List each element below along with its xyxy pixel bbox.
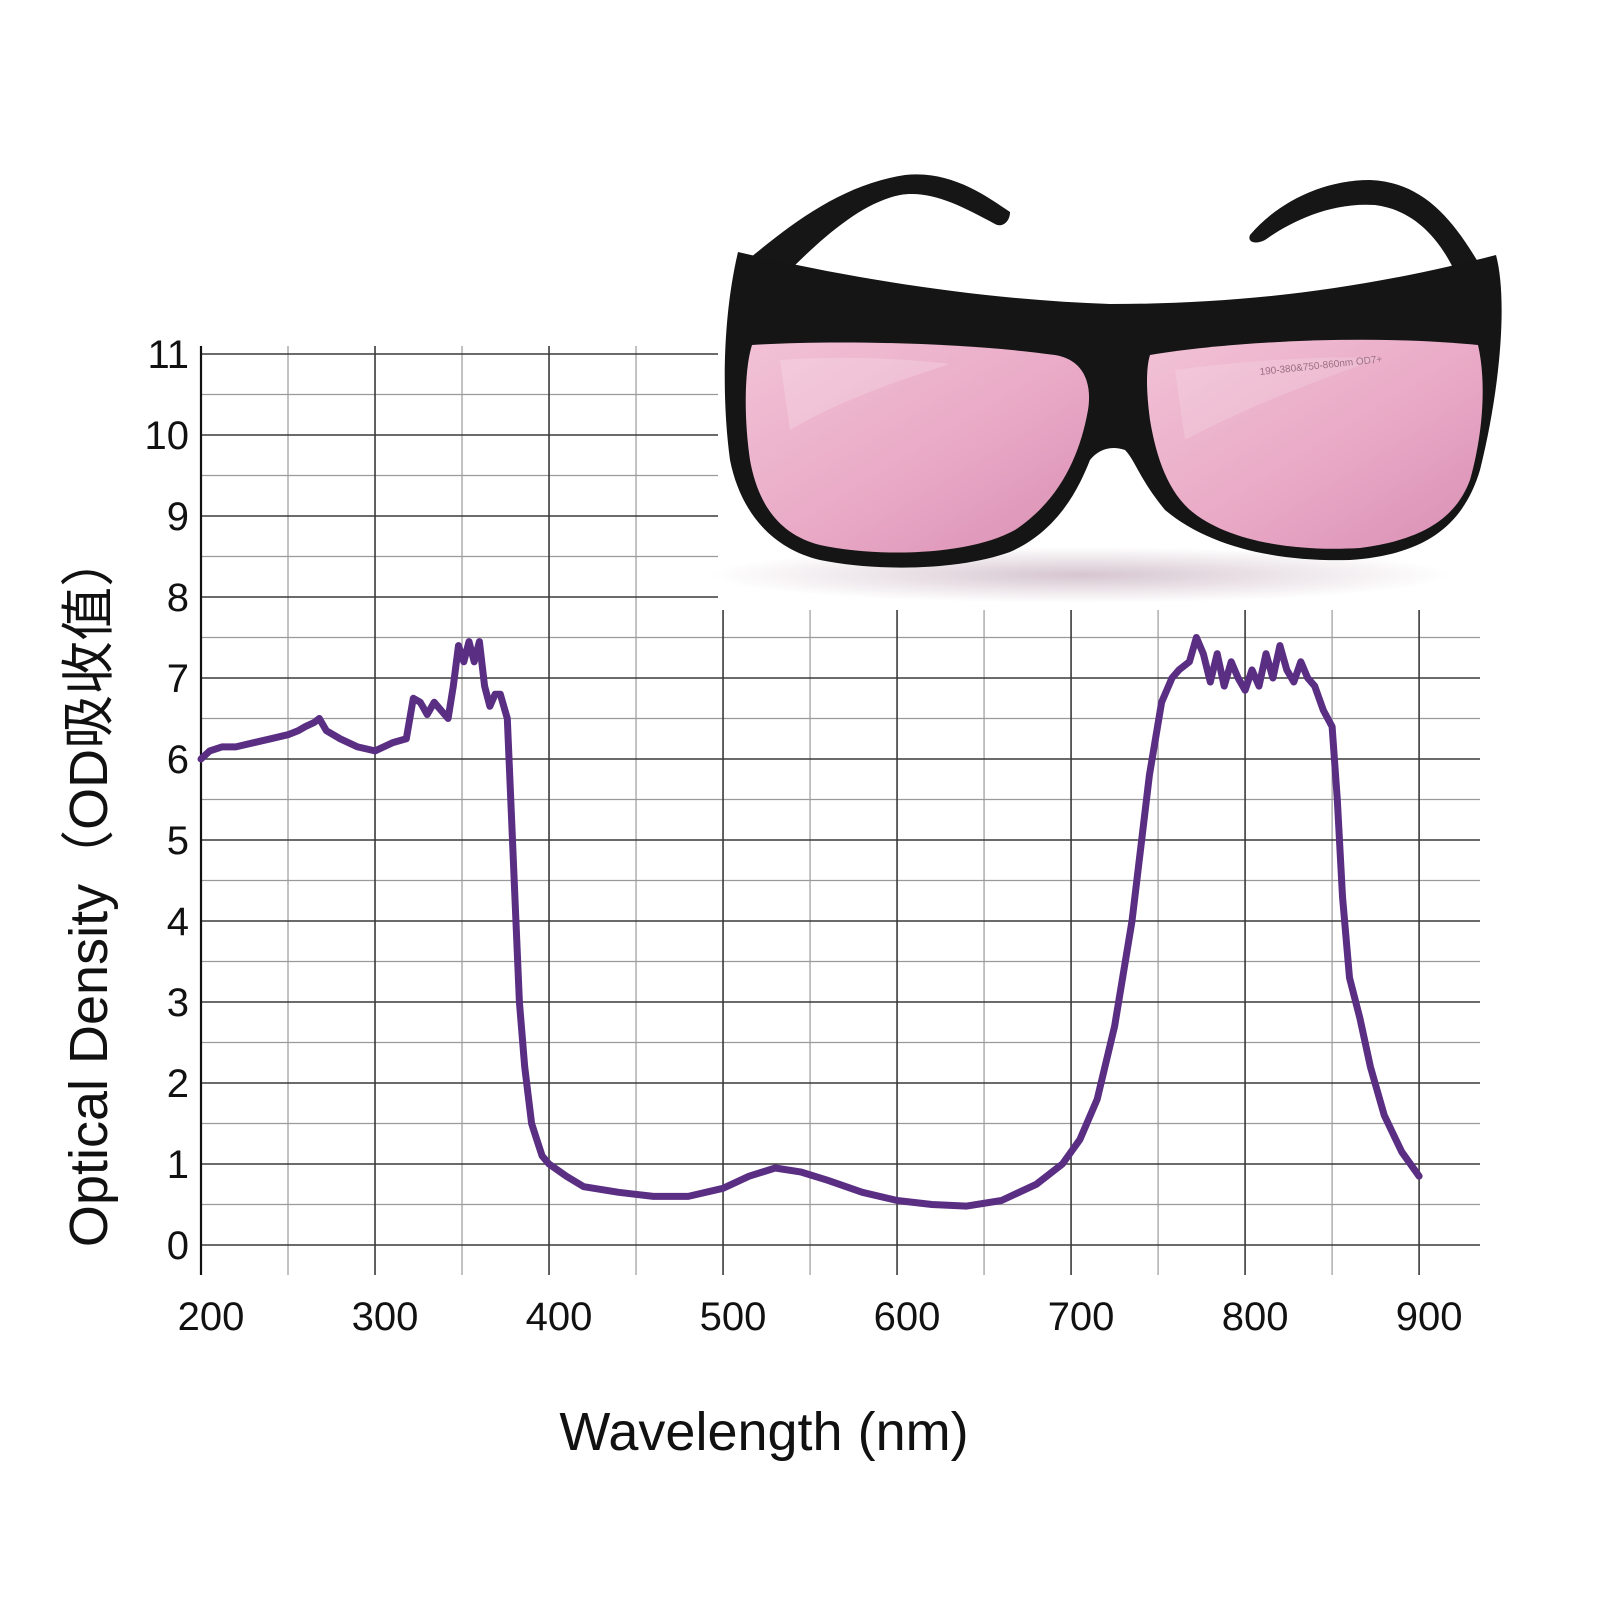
x-tick-label: 800 [1222, 1295, 1289, 1339]
y-tick-label: 3 [167, 981, 189, 1025]
x-tick-label: 600 [874, 1295, 941, 1339]
y-tick-label: 9 [167, 495, 189, 539]
y-tick-label: 4 [167, 900, 189, 944]
data-series [197, 634, 1423, 1210]
y-axis-title: Optical Density（OD吸收值） [59, 533, 119, 1247]
y-tick-label: 11 [147, 333, 189, 377]
x-tick-label: 400 [526, 1295, 593, 1339]
axes: 0 1 2 3 4 5 6 7 8 9 10 11 200 300 400 500 600 700 800 900 [145, 333, 1463, 1339]
y-tick-label: 6 [167, 738, 189, 782]
x-tick-label: 500 [700, 1295, 767, 1339]
laser-safety-glasses-image: 190-380&750-860nm OD7+ [710, 174, 1502, 610]
y-tick-label: 8 [167, 576, 189, 620]
x-tick-label: 200 [178, 1295, 245, 1339]
x-tick-label: 900 [1396, 1295, 1463, 1339]
y-tick-label: 10 [145, 414, 190, 458]
y-tick-label: 2 [167, 1062, 189, 1106]
od-series-line [197, 634, 1423, 1210]
y-tick-label: 5 [167, 819, 189, 863]
y-tick-label: 7 [167, 657, 189, 701]
y-tick-label: 0 [167, 1224, 189, 1268]
x-tick-label: 300 [352, 1295, 419, 1339]
x-axis-title: Wavelength (nm) [559, 1402, 968, 1462]
x-tick-label: 700 [1048, 1295, 1115, 1339]
y-tick-label: 1 [167, 1143, 189, 1187]
